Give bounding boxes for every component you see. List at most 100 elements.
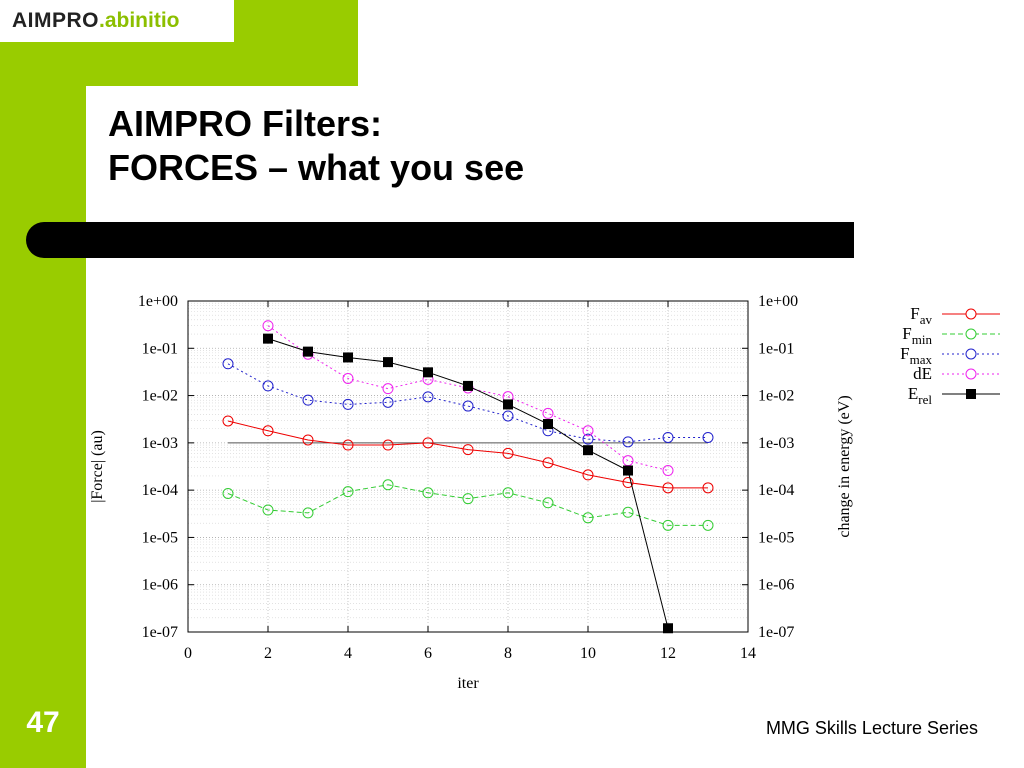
y2-tick-label: 1e-06 [758, 577, 794, 594]
data-point [582, 469, 594, 481]
data-point [263, 333, 273, 344]
y-tick-label: 1e-03 [142, 435, 178, 452]
data-point [382, 479, 394, 491]
legend-marker [966, 389, 976, 399]
data-point [462, 493, 474, 505]
data-point [222, 415, 234, 427]
y-tick-label: 1e-04 [142, 482, 178, 499]
y-tick-label: 1e-07 [142, 624, 178, 641]
y2-tick-label: 1e-07 [758, 624, 794, 641]
x-tick-label: 6 [424, 645, 432, 662]
x-tick-label: 2 [264, 645, 272, 662]
data-point [342, 439, 354, 451]
data-point [543, 419, 553, 430]
data-point [542, 407, 554, 419]
series-fav [222, 415, 714, 494]
y-tick-label: 1e-06 [142, 577, 178, 594]
data-point [423, 367, 433, 378]
data-point [382, 439, 394, 451]
data-point [542, 457, 554, 469]
slide-title-line1: AIMPRO Filters: [108, 103, 383, 144]
data-point [702, 519, 714, 531]
data-point [382, 396, 394, 408]
y-tick-label: 1e-02 [142, 388, 178, 405]
data-point [583, 445, 593, 456]
y2-tick-label: 1e-01 [758, 340, 794, 357]
data-point [262, 320, 274, 332]
data-point [582, 433, 594, 445]
data-point [663, 623, 673, 634]
slide-title-line2: FORCES – what you see [108, 147, 525, 188]
slide-number: 47 [26, 706, 60, 739]
legend-marker [965, 308, 977, 320]
series-line [227, 484, 708, 526]
legend-label: Fav [910, 304, 932, 327]
data-point [662, 482, 674, 494]
data-point [622, 477, 634, 489]
y2-tick-label: 1e+00 [758, 293, 798, 310]
series-de [262, 320, 674, 477]
data-point [502, 487, 514, 499]
data-point [422, 487, 434, 499]
data-point [463, 380, 473, 391]
data-point [303, 346, 313, 357]
data-point [623, 465, 633, 476]
legend-label: dE [913, 364, 932, 383]
data-point [422, 437, 434, 449]
legend-label-subscript: min [912, 332, 933, 347]
data-point [383, 357, 393, 368]
data-point [382, 383, 394, 395]
legend-label-subscript: max [910, 352, 933, 367]
legend-label: Erel [908, 384, 932, 407]
series-fmax [222, 358, 714, 448]
data-point [422, 391, 434, 403]
legend-marker [965, 328, 977, 340]
data-point [302, 507, 314, 519]
legend-marker [965, 348, 977, 360]
data-point [662, 465, 674, 477]
series-line [267, 325, 669, 472]
y2-tick-label: 1e-04 [758, 482, 794, 499]
series-erel [263, 333, 673, 634]
data-point [702, 482, 714, 494]
footer-text: MMG Skills Lecture Series [765, 718, 978, 738]
forces-chart: 1e-07 1e-07 1e-06 1e-06 1e-05 1e-05 1e-04 1e-04… [89, 293, 1000, 692]
grid [188, 300, 748, 633]
y2-tick-label: 1e-05 [758, 529, 794, 546]
data-point [622, 506, 634, 518]
data-point [222, 487, 234, 499]
y-tick-label: 1e-05 [142, 529, 178, 546]
title-divider-bar [26, 222, 854, 258]
y2-axis-label: change in energy (eV) [836, 395, 853, 537]
data-point [582, 512, 594, 524]
data-point [343, 352, 353, 363]
logo-text-abinitio: .abinitio [99, 9, 180, 32]
data-point [503, 399, 513, 410]
series-fmin [222, 479, 714, 531]
data-point [702, 431, 714, 443]
x-tick-label: 12 [660, 645, 676, 662]
data-point [262, 504, 274, 516]
y2-tick-label: 1e-02 [758, 388, 794, 405]
data-point [582, 425, 594, 437]
data-point [302, 394, 314, 406]
data-point [262, 425, 274, 437]
data-point [342, 398, 354, 410]
left-green-band [0, 0, 86, 768]
legend-marker [965, 368, 977, 380]
data-point [462, 400, 474, 412]
legend-label-subscript: rel [918, 392, 932, 407]
y-tick-label: 1e+00 [138, 293, 178, 310]
data-point [462, 444, 474, 456]
data-point [662, 519, 674, 531]
data-point [542, 497, 554, 509]
x-tick-label: 4 [344, 645, 352, 662]
data-point [342, 486, 354, 498]
x-tick-label: 0 [184, 645, 192, 662]
y2-tick-label: 1e-03 [758, 435, 794, 452]
data-point [302, 434, 314, 446]
y-tick-label: 1e-01 [142, 340, 178, 357]
data-point [502, 447, 514, 459]
plot-frame [187, 300, 749, 633]
